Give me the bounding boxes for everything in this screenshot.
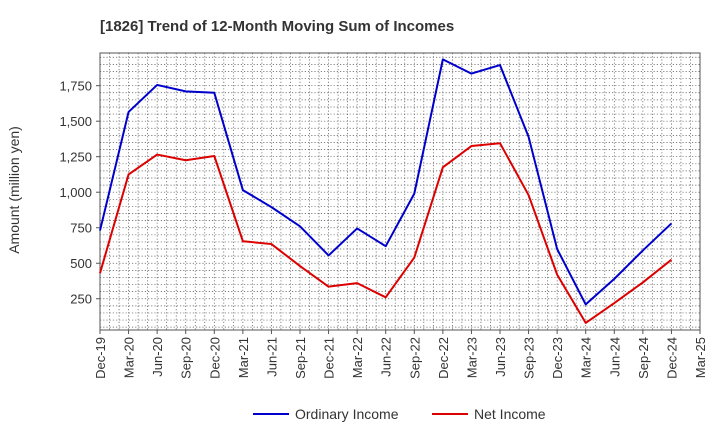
x-tick-label: Jun-21	[264, 337, 279, 377]
x-tick-label: Sep-21	[293, 337, 308, 379]
x-tick-label: Mar-20	[122, 337, 137, 378]
x-tick-label: Dec-19	[93, 337, 108, 379]
x-tick-label: Mar-24	[579, 337, 594, 378]
legend-ordinary-income-label: Ordinary Income	[295, 406, 399, 422]
y-tick-label: 1,500	[59, 114, 92, 129]
series-lines	[99, 58, 673, 324]
x-tick-label: Sep-24	[636, 337, 651, 379]
axes: 250 500 750 1,000 1,250 1,500 1,750 Dec-19 Mar-2…	[59, 52, 708, 379]
legend-net-income-label: Net Income	[474, 406, 546, 422]
plot-frame	[99, 52, 701, 331]
x-tick-label: Dec-24	[664, 337, 679, 379]
x-tick-label: Dec-20	[207, 337, 222, 379]
x-tick-label: Jun-24	[607, 337, 622, 377]
y-tick-label: 500	[70, 256, 92, 271]
y-tick-label: 1,250	[59, 150, 92, 165]
y-tick-label: 1,000	[59, 185, 92, 200]
x-tick-label: Sep-20	[179, 337, 194, 379]
x-tick-label: Mar-23	[464, 337, 479, 378]
x-tick-label: Mar-25	[693, 337, 708, 378]
series-line-net-income	[99, 142, 673, 324]
x-tick-label: Dec-23	[550, 337, 565, 379]
y-tick-label: 250	[70, 292, 92, 307]
y-tick-label: 750	[70, 221, 92, 236]
y-axis-label: Amount (million yen)	[6, 126, 22, 254]
x-tick-label: Dec-22	[436, 337, 451, 379]
series-line-ordinary-income	[99, 58, 673, 306]
x-tick-label: Sep-22	[407, 337, 422, 379]
x-tick-label: Sep-23	[522, 337, 537, 379]
chart-title: [1826] Trend of 12-Month Moving Sum of I…	[100, 18, 454, 35]
y-tick-label: 1,750	[59, 79, 92, 94]
x-tick-label: Mar-21	[236, 337, 251, 378]
grid	[99, 53, 701, 330]
x-tick-label: Jun-23	[493, 337, 508, 377]
x-tick-label: Jun-22	[379, 337, 394, 377]
legend: Ordinary Income Net Income	[253, 406, 546, 422]
x-tick-label: Dec-21	[322, 337, 337, 379]
x-tick-label: Jun-20	[150, 337, 165, 377]
x-tick-label: Mar-22	[350, 337, 365, 378]
